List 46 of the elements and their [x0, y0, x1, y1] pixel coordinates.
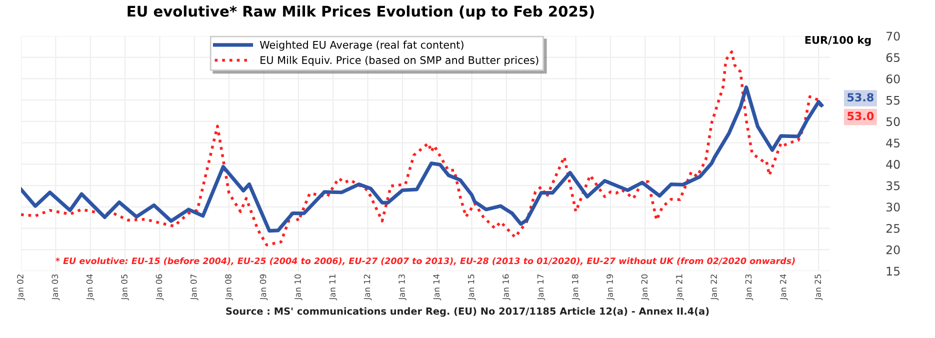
x-tick-label: Jan 19 [606, 274, 614, 300]
x-tick-label: Jan 07 [190, 274, 198, 300]
x-tick-label: Jan 17 [537, 274, 546, 300]
y-tick-label: 60 [886, 74, 900, 84]
y-tick-label: 20 [886, 245, 900, 254]
y-tick-label: 25 [886, 224, 900, 233]
x-tick-label: Jan 02 [17, 274, 25, 300]
source-note: Source : MS' communications under Reg. (EU) No 2017/1185 Article 12(a) - Annex II.4(a) [226, 307, 709, 317]
x-tick-label: Jan 23 [745, 274, 754, 300]
x-tick-label: Jan 14 [433, 274, 442, 300]
x-tick-label: Jan 05 [121, 274, 130, 300]
legend-label: EU Milk Equiv. Price (based on SMP and Butter prices) [260, 56, 538, 66]
x-tick-label: Jan 10 [294, 274, 302, 300]
y-tick-label: 55 [886, 96, 900, 105]
y-tick-label: 45 [886, 138, 900, 148]
chart-title: EU evolutive* Raw Milk Prices Evolution (up to Feb 2025) [128, 5, 594, 20]
x-tick-label: Jan 25 [814, 274, 823, 300]
x-tick-label: Jan 03 [52, 274, 60, 300]
x-tick-label: Jan 12 [364, 274, 372, 300]
y-tick-label: 65 [886, 53, 900, 62]
line-series [21, 50, 823, 246]
y-tick-label: 35 [886, 181, 900, 190]
x-tick-label: Jan 16 [502, 274, 510, 300]
x-tick-label: Jan 06 [156, 274, 164, 300]
y-tick-label: 15 [886, 266, 900, 276]
x-tick-label: Jan 11 [329, 274, 338, 300]
x-tick-label: Jan 04 [86, 274, 94, 300]
y-axis-title: EUR/100 kg [805, 36, 871, 46]
y-tick-label: 40 [886, 160, 900, 169]
x-tick-label: Jan 18 [572, 274, 580, 300]
y-tick-label: 70 [886, 32, 900, 41]
legend-label: Weighted EU Average (real fat content) [260, 40, 464, 51]
line-series [21, 85, 824, 233]
x-tick-label: Jan 15 [468, 274, 476, 300]
x-tick-label: Jan 13 [398, 274, 406, 300]
x-tick-label: Jan 24 [780, 274, 788, 300]
x-tick-label: Jan 20 [641, 274, 650, 300]
x-tick-label: Jan 08 [225, 274, 233, 300]
x-tick-label: Jan 09 [260, 274, 268, 300]
y-tick-label: 50 [886, 117, 900, 126]
annotation: 53.8 [848, 93, 874, 102]
x-tick-label: Jan 22 [710, 274, 719, 300]
y-tick-label: 30 [886, 202, 900, 212]
annotation: 53.0 [848, 112, 874, 120]
annotation: * EU evolutive: EU-15 (before 2004), EU-25 (2004 to 2006), EU-27 (2007 to 2013), EU-28 (2013 to 01/2020), EU-27 without UK (from 02/2020 onwards) [56, 257, 795, 266]
x-tick-label: Jan 21 [676, 274, 684, 300]
